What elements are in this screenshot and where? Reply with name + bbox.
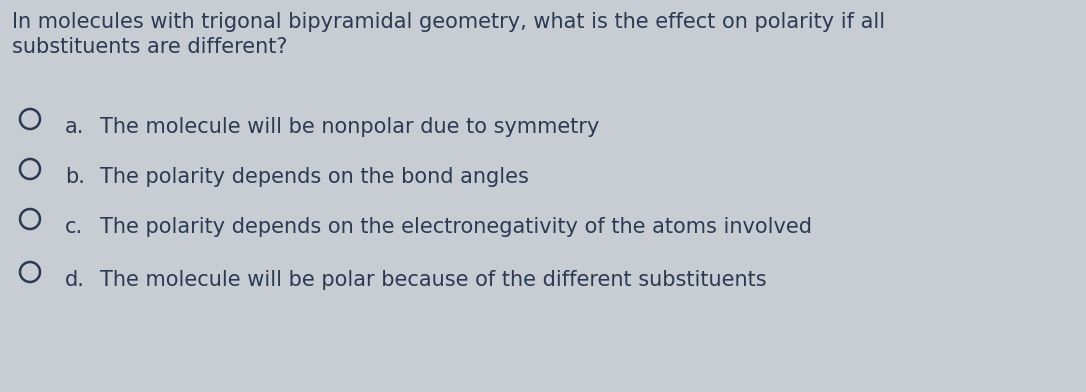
Text: substituents are different?: substituents are different? (12, 37, 288, 57)
Text: The polarity depends on the bond angles: The polarity depends on the bond angles (100, 167, 529, 187)
Text: The polarity depends on the electronegativity of the atoms involved: The polarity depends on the electronegat… (100, 217, 812, 237)
Text: The molecule will be polar because of the different substituents: The molecule will be polar because of th… (100, 270, 767, 290)
Text: c.: c. (65, 217, 84, 237)
Text: d.: d. (65, 270, 85, 290)
Text: In molecules with trigonal bipyramidal geometry, what is the effect on polarity : In molecules with trigonal bipyramidal g… (12, 12, 885, 32)
Text: b.: b. (65, 167, 85, 187)
Text: a.: a. (65, 117, 85, 137)
Text: The molecule will be nonpolar due to symmetry: The molecule will be nonpolar due to sym… (100, 117, 599, 137)
